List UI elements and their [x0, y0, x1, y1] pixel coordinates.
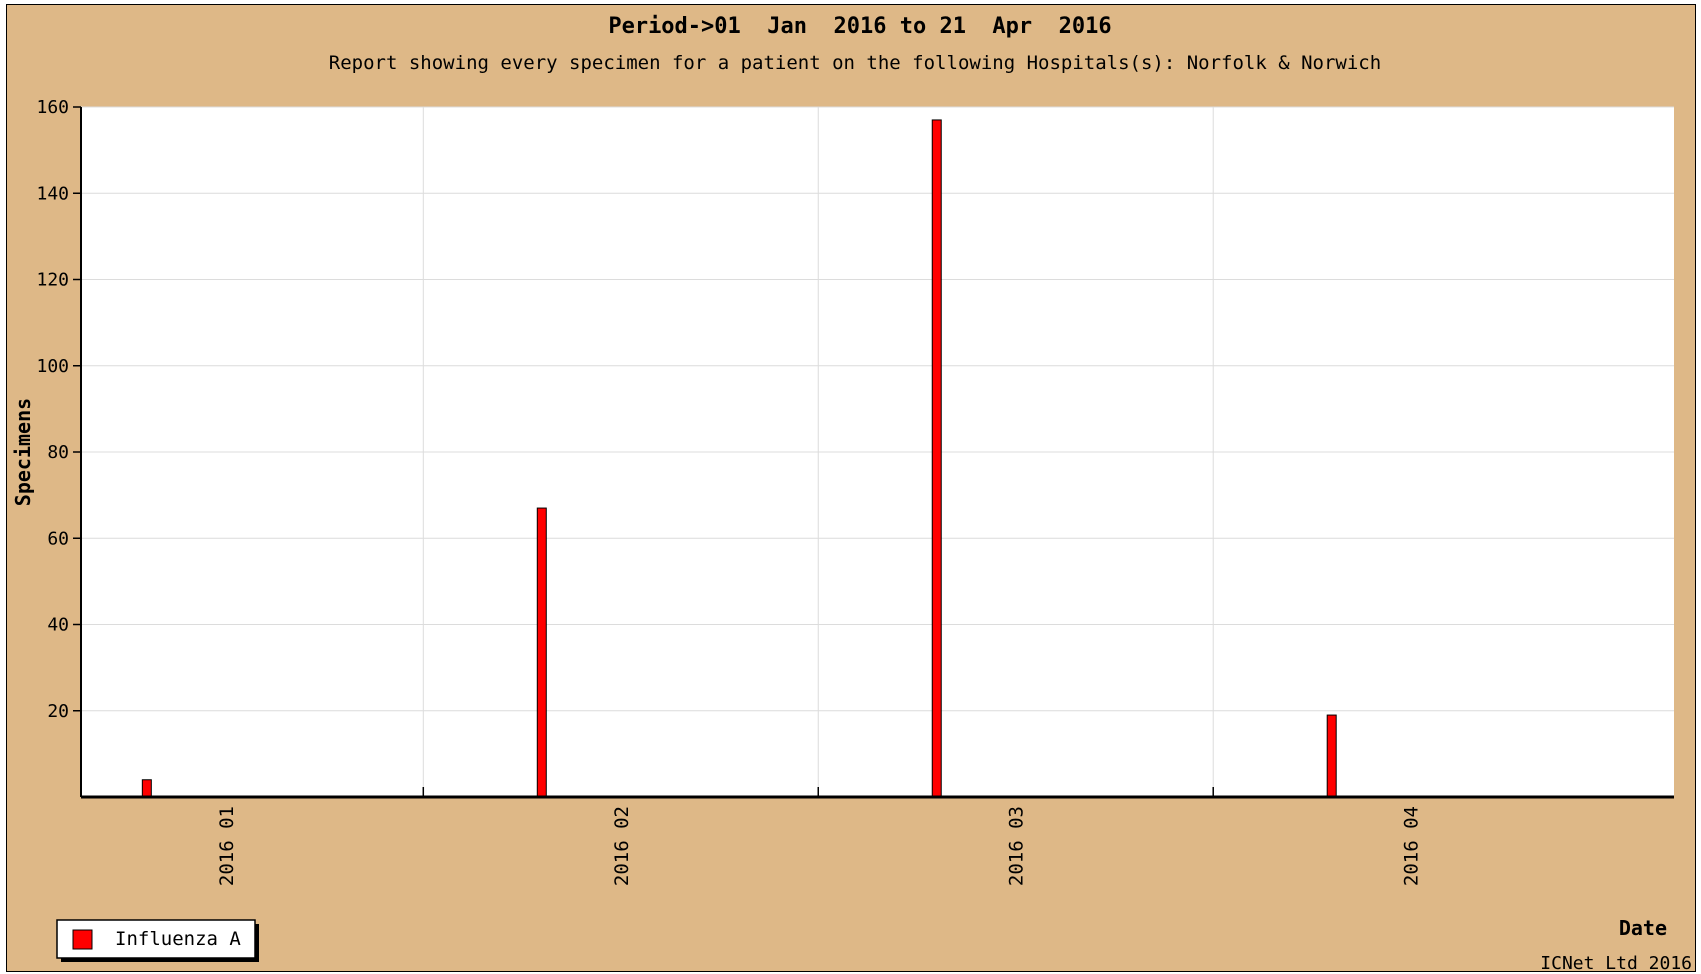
bar: [141, 779, 152, 798]
legend: Influenza A: [56, 919, 259, 962]
legend-box: [56, 919, 256, 959]
bar: [931, 119, 942, 798]
y-tick-label: 20: [47, 701, 69, 722]
y-tick-label: 160: [36, 97, 69, 118]
x-tick-labels: 2016 01 2016 02 2016 03 2016 04: [216, 806, 1423, 886]
y-tick-label: 100: [36, 356, 69, 377]
grid-layer: [81, 106, 1674, 797]
x-axis-label: Date: [1619, 916, 1667, 940]
y-tick-label: 140: [36, 183, 69, 204]
x-tick-label: 2016 01: [216, 806, 238, 886]
y-tick-label: 60: [47, 528, 69, 549]
y-tick-label: 80: [47, 442, 69, 463]
legend-label-influenza-a: Influenza A: [115, 928, 241, 950]
bar: [1326, 714, 1337, 798]
chart-subtitle: Report showing every specimen for a pati…: [329, 52, 1381, 74]
x-tick-label: 2016 04: [1401, 806, 1423, 886]
x-tick-label: 2016 02: [611, 806, 633, 886]
legend-swatch: [72, 929, 93, 950]
credit-text: ICNet Ltd 2016: [1540, 953, 1692, 974]
chart-title: Period->01 Jan 2016 to 21 Apr 2016: [608, 14, 1111, 39]
x-tick-label: 2016 03: [1006, 806, 1028, 886]
bar: [536, 507, 547, 798]
y-tick-label: 40: [47, 615, 69, 636]
y-tick-label: 120: [36, 270, 69, 291]
y-tick-labels: 20 40 60 80 100 120 140 160: [36, 97, 69, 722]
axes-layer: [73, 106, 1674, 799]
y-axis-label: Specimens: [11, 398, 35, 506]
